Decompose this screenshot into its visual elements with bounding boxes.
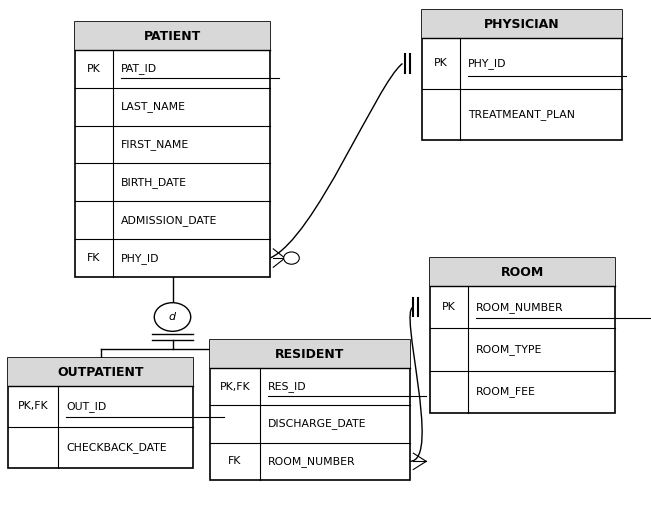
Text: RES_ID: RES_ID [268,381,307,392]
Text: ADMISSION_DATE: ADMISSION_DATE [121,215,217,226]
Text: PHY_ID: PHY_ID [121,252,159,264]
Bar [210,340,410,480]
Bar [210,340,410,368]
Text: TREATMEANT_PLAN: TREATMEANT_PLAN [468,109,575,120]
Text: LAST_NAME: LAST_NAME [121,101,186,112]
Text: d: d [169,312,176,322]
Bar [75,22,270,50]
Bar [422,10,622,140]
Text: ROOM_FEE: ROOM_FEE [476,386,536,397]
Circle shape [284,252,299,264]
Text: ROOM: ROOM [501,266,544,278]
Text: PK: PK [434,58,448,68]
Bar [430,258,615,413]
Text: FIRST_NAME: FIRST_NAME [121,139,189,150]
Bar [8,358,193,386]
Text: ROOM_TYPE: ROOM_TYPE [476,344,542,355]
Bar [422,10,622,38]
Bar [8,358,193,468]
Text: PK: PK [87,64,101,74]
Text: PATIENT: PATIENT [144,30,201,42]
Circle shape [154,303,191,331]
Text: DISCHARGE_DATE: DISCHARGE_DATE [268,419,367,429]
Text: FK: FK [229,456,242,467]
Bar [430,258,615,286]
Text: PHYSICIAN: PHYSICIAN [484,17,560,31]
Text: OUT_ID: OUT_ID [66,401,106,412]
Text: ROOM_NUMBER: ROOM_NUMBER [476,301,564,313]
Text: OUTPATIENT: OUTPATIENT [57,365,144,379]
Text: PK: PK [442,302,456,312]
Text: PAT_ID: PAT_ID [121,63,157,75]
Bar [75,22,270,277]
Text: ROOM_NUMBER: ROOM_NUMBER [268,456,355,467]
Text: PHY_ID: PHY_ID [468,58,506,69]
Text: FK: FK [87,253,101,263]
Text: PK,FK: PK,FK [219,382,251,391]
Text: RESIDENT: RESIDENT [275,347,344,360]
Text: PK,FK: PK,FK [18,402,48,411]
Text: CHECKBACK_DATE: CHECKBACK_DATE [66,442,167,453]
Text: BIRTH_DATE: BIRTH_DATE [121,177,187,188]
